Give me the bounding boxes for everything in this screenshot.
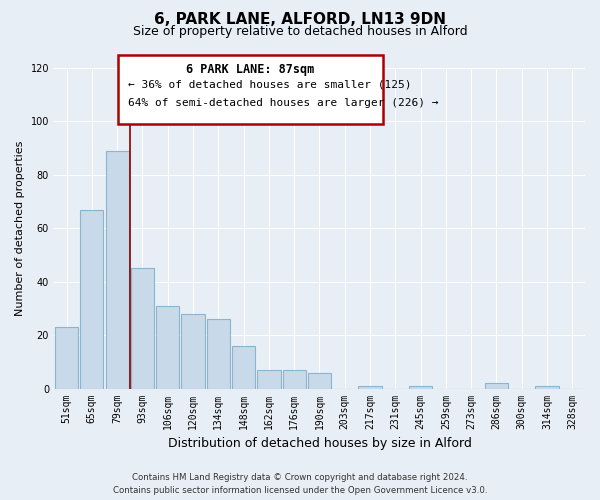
Y-axis label: Number of detached properties: Number of detached properties	[15, 140, 25, 316]
FancyBboxPatch shape	[118, 55, 383, 124]
Bar	[485, 383, 508, 388]
Bar	[358, 386, 382, 388]
Bar	[156, 306, 179, 388]
Bar	[308, 372, 331, 388]
Bar	[80, 210, 103, 388]
Text: 64% of semi-detached houses are larger (226) →: 64% of semi-detached houses are larger (…	[128, 98, 439, 108]
Text: 6, PARK LANE, ALFORD, LN13 9DN: 6, PARK LANE, ALFORD, LN13 9DN	[154, 12, 446, 28]
Text: ← 36% of detached houses are smaller (125): ← 36% of detached houses are smaller (12…	[128, 79, 412, 89]
Bar	[55, 327, 78, 388]
Bar	[131, 268, 154, 388]
Bar	[232, 346, 255, 389]
Bar	[257, 370, 281, 388]
Bar	[181, 314, 205, 388]
Text: Contains HM Land Registry data © Crown copyright and database right 2024.
Contai: Contains HM Land Registry data © Crown c…	[113, 474, 487, 495]
Text: Size of property relative to detached houses in Alford: Size of property relative to detached ho…	[133, 25, 467, 38]
Bar	[283, 370, 306, 388]
Bar	[206, 319, 230, 388]
Bar	[106, 150, 129, 388]
Bar	[409, 386, 432, 388]
Bar	[535, 386, 559, 388]
Text: 6 PARK LANE: 87sqm: 6 PARK LANE: 87sqm	[186, 63, 314, 76]
X-axis label: Distribution of detached houses by size in Alford: Distribution of detached houses by size …	[167, 437, 472, 450]
